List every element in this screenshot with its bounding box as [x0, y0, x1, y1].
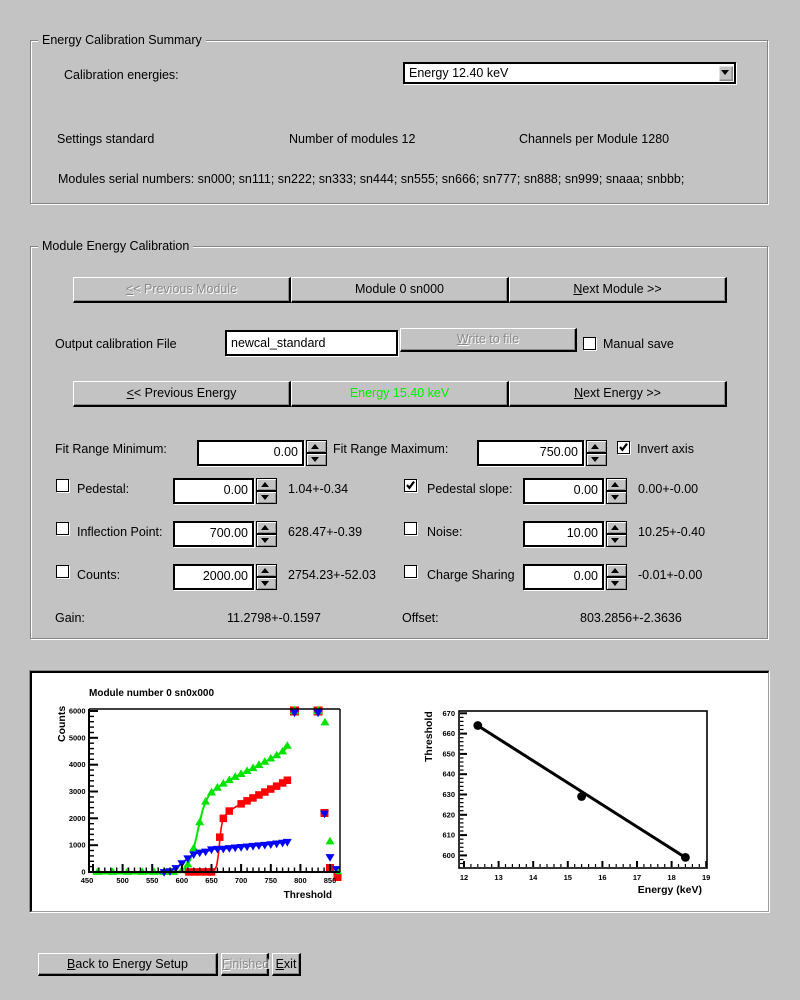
svg-text:Threshold: Threshold	[423, 711, 435, 762]
svg-text:6000: 6000	[69, 707, 86, 716]
svg-text:Threshold: Threshold	[284, 890, 332, 901]
svg-text:Module number 0 sn0x000: Module number 0 sn0x000	[89, 688, 214, 699]
svg-text:600: 600	[442, 851, 455, 860]
svg-text:600: 600	[176, 876, 189, 885]
svg-text:15: 15	[564, 873, 572, 882]
svg-text:18: 18	[667, 873, 675, 882]
svg-text:Counts: Counts	[56, 706, 68, 742]
svg-text:1000: 1000	[69, 841, 86, 850]
svg-text:500: 500	[116, 876, 129, 885]
svg-text:12: 12	[460, 873, 468, 882]
svg-text:800: 800	[294, 876, 307, 885]
svg-text:640: 640	[442, 770, 455, 779]
svg-text:750: 750	[265, 876, 278, 885]
svg-text:4000: 4000	[69, 760, 86, 769]
svg-text:3000: 3000	[69, 787, 86, 796]
svg-text:2000: 2000	[69, 814, 86, 823]
svg-text:450: 450	[81, 876, 94, 885]
svg-text:17: 17	[633, 873, 641, 882]
svg-text:650: 650	[205, 876, 218, 885]
svg-text:630: 630	[442, 790, 455, 799]
svg-text:14: 14	[529, 873, 538, 882]
svg-text:13: 13	[494, 873, 502, 882]
svg-text:610: 610	[442, 831, 455, 840]
svg-text:850: 850	[324, 876, 337, 885]
svg-text:550: 550	[146, 876, 159, 885]
svg-text:19: 19	[702, 873, 710, 882]
svg-text:Energy (keV): Energy (keV)	[638, 884, 702, 896]
svg-text:620: 620	[442, 810, 455, 819]
svg-text:700: 700	[235, 876, 248, 885]
svg-text:650: 650	[442, 749, 455, 758]
svg-text:670: 670	[442, 709, 455, 718]
svg-text:5000: 5000	[69, 733, 86, 742]
svg-text:16: 16	[598, 873, 606, 882]
svg-text:660: 660	[442, 729, 455, 738]
svg-text:0: 0	[81, 868, 85, 877]
